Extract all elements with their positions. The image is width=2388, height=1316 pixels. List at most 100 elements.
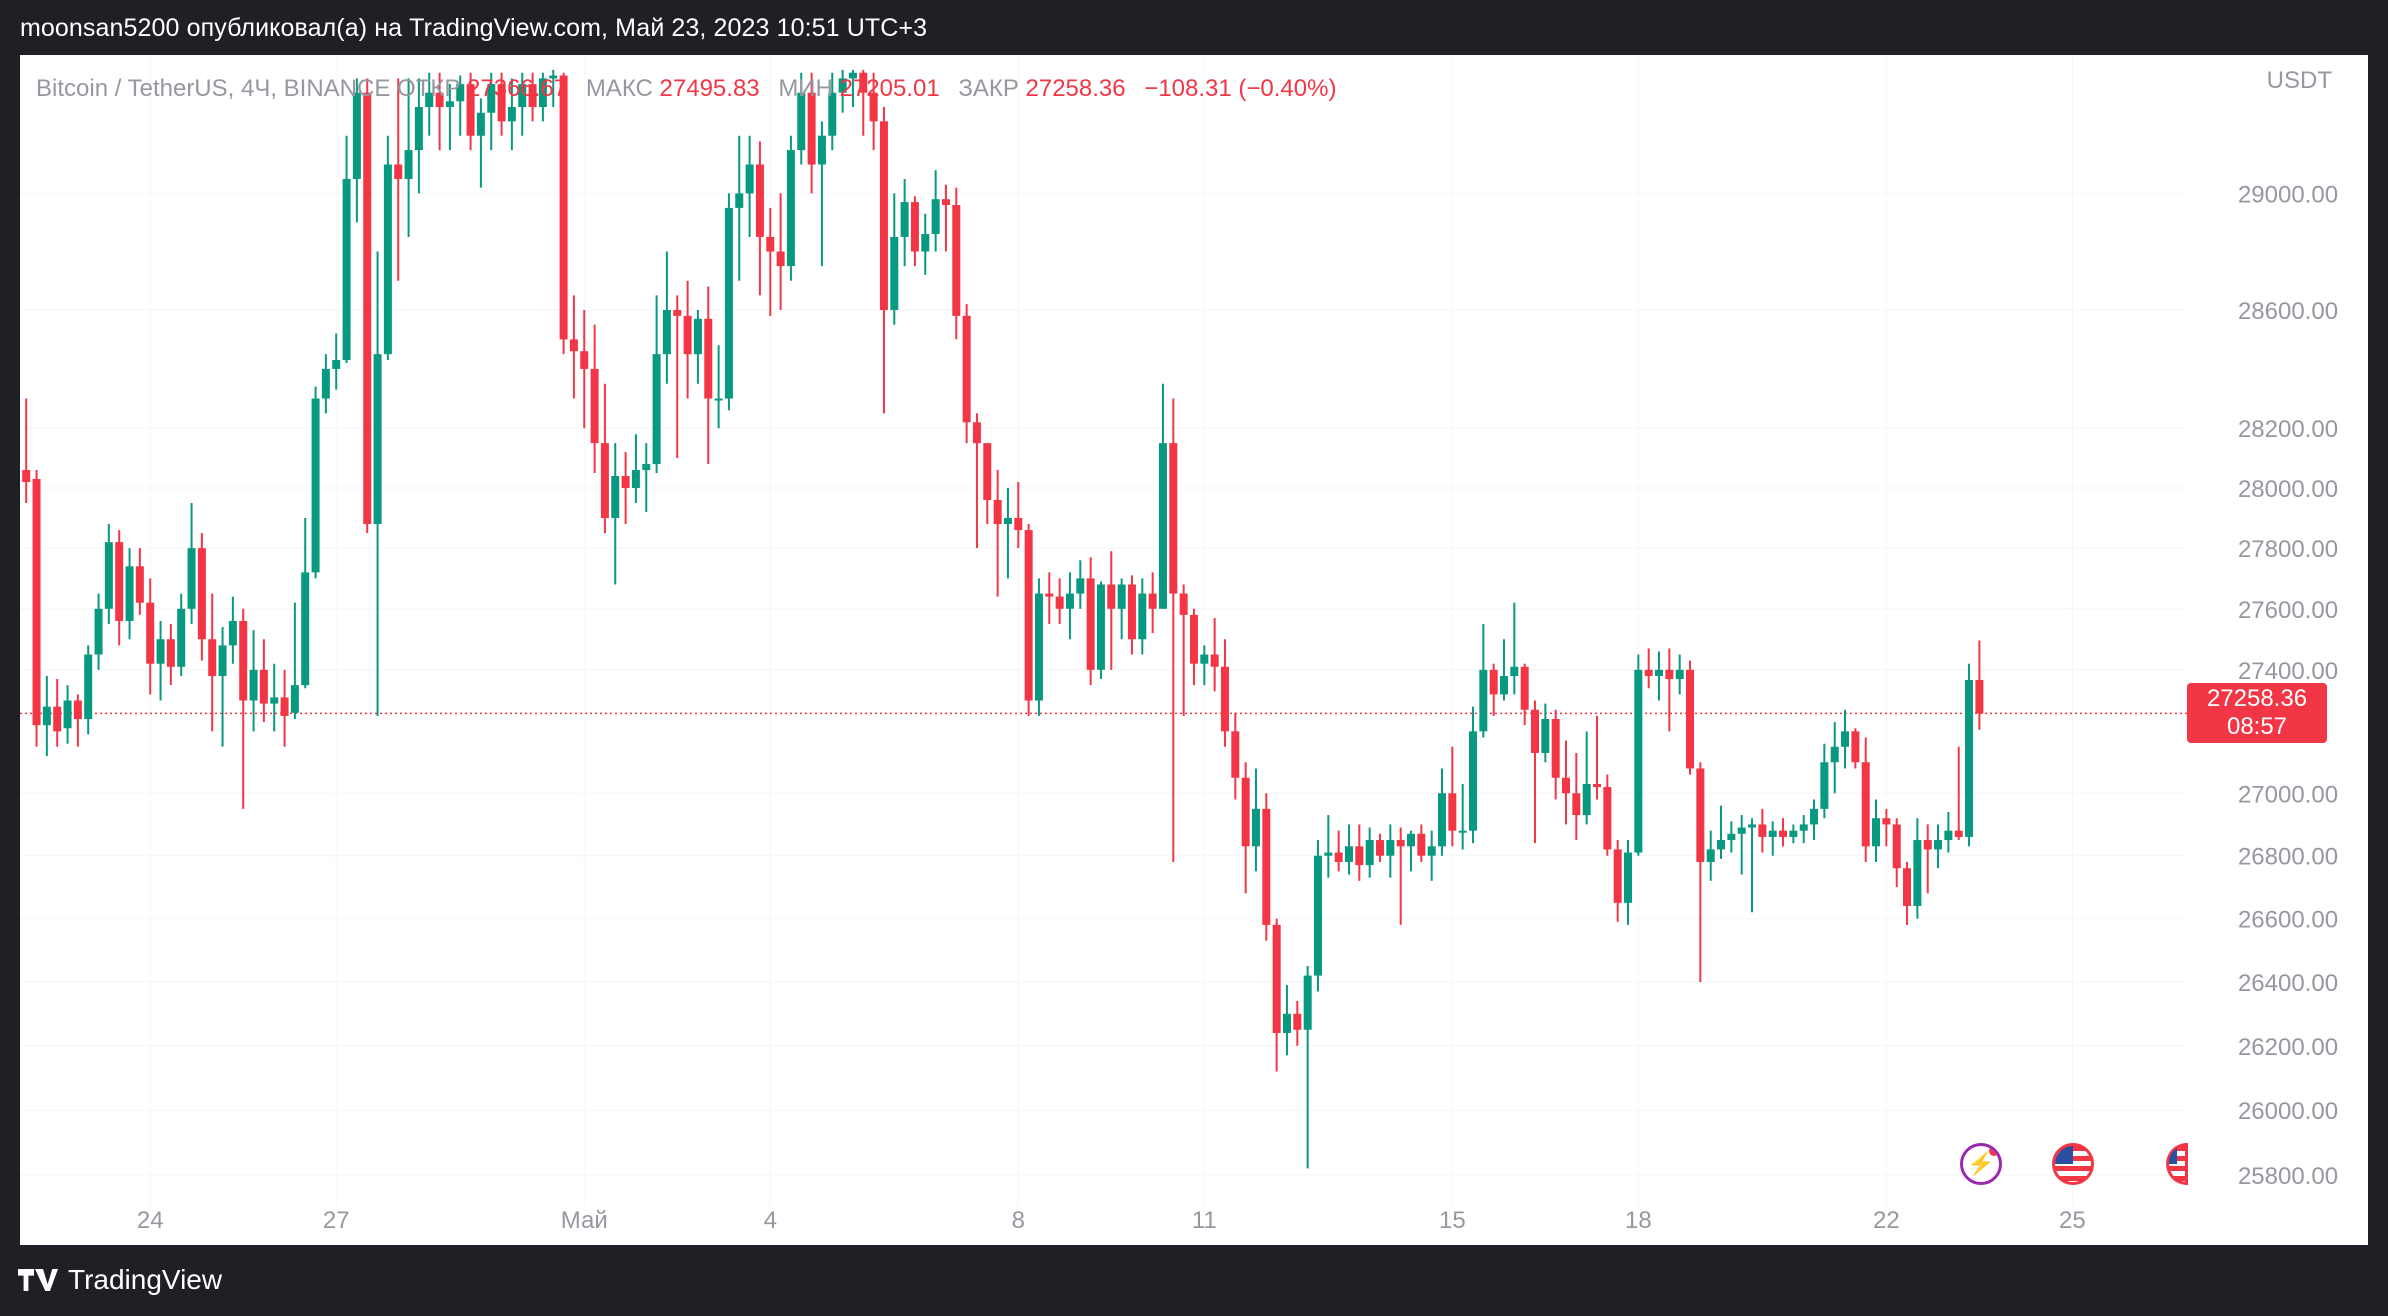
candle-down	[776, 193, 785, 311]
candle-body	[890, 236, 899, 311]
price-tick-label: 27800.00	[2238, 536, 2338, 563]
candle-up	[1820, 743, 1829, 819]
candle-body	[259, 669, 268, 704]
price-tick-label: 27000.00	[2238, 781, 2338, 808]
candle-down	[1272, 918, 1281, 1072]
candle-body	[1799, 824, 1808, 831]
candle-body	[1189, 614, 1198, 664]
candle-up	[476, 98, 485, 188]
candle-body	[590, 368, 599, 444]
candle-body	[1510, 666, 1519, 676]
candle-body	[1365, 840, 1374, 866]
candle-body	[1923, 840, 1932, 850]
candle-up	[631, 434, 640, 503]
candle-body	[94, 608, 103, 655]
us-flag-icon[interactable]	[2052, 1143, 2094, 1185]
candle-down	[869, 72, 878, 151]
candle-body	[1138, 593, 1147, 640]
candle-body	[1127, 584, 1136, 640]
symbol-label: Bitcoin / TetherUS, 4Ч, BINANCE	[36, 75, 391, 102]
candle-down	[983, 443, 992, 525]
candle-body	[177, 608, 186, 667]
candle-up	[425, 72, 434, 136]
high-value: 27495.83	[659, 75, 760, 102]
lightning-icon[interactable]	[1960, 1143, 2002, 1185]
candle-body	[1944, 830, 1953, 841]
candle-down	[528, 72, 537, 122]
candle-body	[487, 84, 496, 113]
candle-body	[1396, 840, 1405, 847]
candle-body	[1375, 840, 1384, 856]
price-tick-label: 26200.00	[2238, 1034, 2338, 1061]
candle-up	[270, 663, 279, 732]
candle-body	[1406, 833, 1415, 847]
candle-down	[1396, 827, 1405, 925]
candle-body	[1220, 666, 1229, 732]
candle-down	[1644, 648, 1653, 689]
candle-body	[1810, 808, 1819, 825]
candle-down	[1551, 709, 1560, 800]
candle-up	[735, 135, 744, 281]
candle-body	[1830, 746, 1839, 763]
candle-body	[1634, 669, 1643, 853]
candle-up	[187, 502, 196, 625]
candle-body	[1582, 783, 1591, 816]
candle-down	[497, 72, 506, 136]
candle-body	[952, 204, 961, 316]
candle-body	[1148, 593, 1157, 609]
candle-up	[848, 69, 857, 108]
candle-up	[817, 121, 826, 267]
candle-body	[1344, 846, 1353, 862]
chart-panel[interactable]: 25800.00 26000.00 26200.00 26400.00 26600.00…	[20, 55, 2368, 1245]
candle-body	[1479, 669, 1488, 732]
candle-up	[1458, 783, 1467, 850]
candle-up	[218, 627, 227, 747]
candle-down	[435, 72, 444, 151]
candle-body	[1696, 768, 1705, 862]
candle-body	[1975, 679, 1984, 714]
candle-body	[115, 542, 124, 621]
candle-down	[239, 608, 248, 809]
candle-body	[1913, 840, 1922, 906]
candle-up	[797, 72, 806, 165]
candle-body	[1737, 827, 1746, 834]
candle-body	[1789, 830, 1798, 837]
candle-down	[1169, 398, 1178, 862]
candle-body	[249, 669, 258, 701]
price-axis-unit[interactable]: USDT	[2266, 67, 2332, 94]
candle-up	[301, 518, 310, 689]
candle-body	[859, 72, 868, 93]
candle-body	[869, 92, 878, 122]
candle-up	[1789, 824, 1798, 844]
candle-down	[1686, 660, 1695, 775]
candle-body	[104, 542, 113, 609]
candle-body	[84, 654, 93, 719]
candle-down	[704, 286, 713, 465]
candle-up	[1117, 578, 1126, 640]
candle-down	[1045, 572, 1054, 625]
candle-down	[766, 207, 775, 316]
candle-down	[807, 72, 816, 194]
candle-body	[166, 639, 175, 667]
candle-body	[1717, 840, 1726, 850]
candle-body	[208, 639, 217, 676]
candle-up	[125, 548, 134, 640]
candle-up	[321, 354, 330, 414]
candle-body	[466, 84, 475, 136]
candle-down	[1520, 663, 1529, 726]
candle-down	[208, 593, 217, 732]
candle-up	[507, 78, 516, 151]
candle-down	[146, 578, 155, 695]
candle-body	[673, 310, 682, 316]
candle-down	[1107, 551, 1116, 670]
price-axis: 25800.00 26000.00 26200.00 26400.00 26600.00…	[2238, 181, 2338, 1190]
candle-up	[1654, 651, 1663, 701]
candle-up	[456, 75, 465, 136]
candle-up	[63, 685, 72, 744]
candlestick-plot[interactable]: 25800.00 26000.00 26200.00 26400.00 26600.00…	[20, 55, 2368, 1245]
candle-body	[1096, 584, 1105, 670]
change-value: −108.31 (−0.40%)	[1144, 75, 1337, 102]
candle-up	[1706, 830, 1715, 881]
candle-down	[673, 295, 682, 459]
tradingview-logo[interactable]: TradingView	[18, 1264, 222, 1296]
